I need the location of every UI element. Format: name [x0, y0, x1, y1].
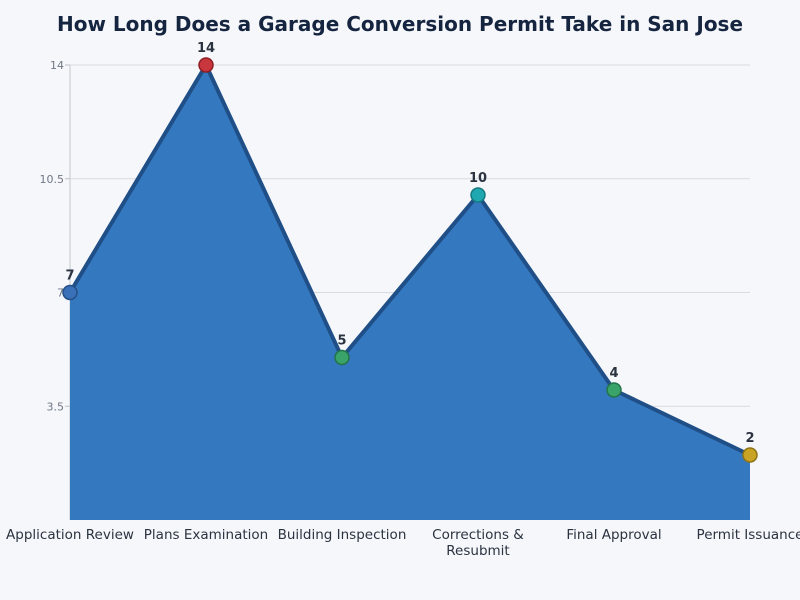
x-tick-label: Application Review	[6, 527, 134, 543]
data-label: 7	[65, 269, 74, 284]
y-tick-label: 14	[50, 59, 64, 72]
data-point[interactable]	[62, 284, 78, 301]
data-point[interactable]	[742, 447, 758, 463]
data-point[interactable]	[606, 382, 622, 398]
series-line	[68, 63, 752, 457]
x-tick-label: Building Inspection	[278, 527, 407, 543]
y-tick-label: 10.5	[40, 173, 65, 186]
data-label: 2	[745, 431, 754, 446]
data-label: 14	[197, 41, 215, 56]
x-tick-label: Permit Issuance	[697, 527, 800, 543]
data-point[interactable]	[334, 349, 350, 366]
data-point[interactable]	[198, 57, 214, 73]
x-tick-label: Corrections & Resubmit	[432, 527, 524, 559]
area-fill	[70, 65, 750, 520]
x-tick-label: Plans Examination	[144, 527, 268, 543]
chart-title: How Long Does a Garage Conversion Permit…	[56, 12, 744, 36]
data-label: 5	[337, 334, 346, 349]
data-point[interactable]	[470, 187, 486, 203]
x-tick-label: Final Approval	[566, 527, 661, 543]
y-tick-label: 3.5	[47, 400, 65, 413]
data-label: 10	[469, 171, 487, 186]
data-label: 4	[609, 366, 618, 381]
y-tick-label: 7	[57, 287, 64, 300]
